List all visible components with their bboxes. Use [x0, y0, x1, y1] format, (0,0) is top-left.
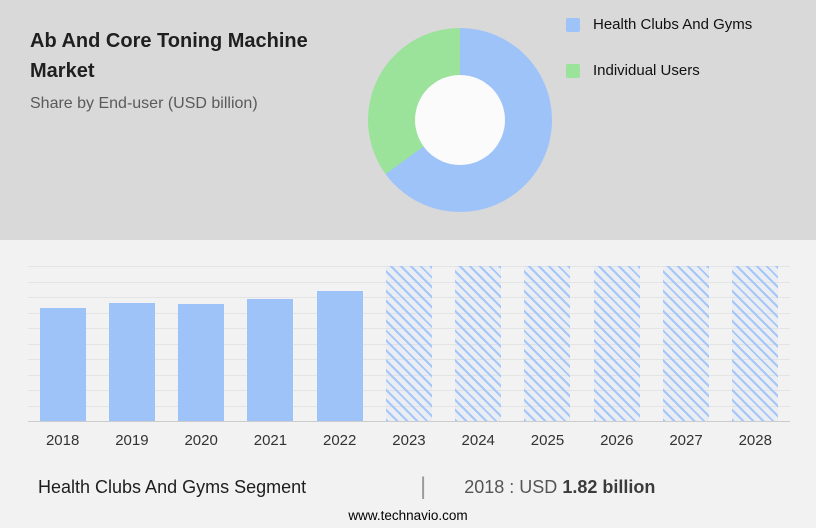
separator: |: [420, 473, 427, 500]
bar-slot: [236, 266, 305, 421]
legend-swatch-icon: [566, 64, 580, 78]
x-axis-label: 2019: [115, 432, 149, 449]
segment-value: 2018 : USD 1.82 billion: [464, 477, 655, 498]
footer-url: www.technavio.com: [348, 508, 468, 523]
value-prefix: 2018 : USD: [464, 476, 558, 497]
value-bold: 1.82 billion: [562, 476, 656, 497]
bar-slot: [167, 266, 236, 421]
summary-row: Health Clubs And Gyms Segment | 2018 : U…: [38, 473, 778, 501]
value-bar: [108, 303, 155, 421]
value-bar: [178, 304, 225, 421]
bar-slot: [582, 266, 651, 421]
bars: [28, 266, 790, 421]
bar-slot: [28, 266, 97, 421]
x-axis-label: 2024: [461, 432, 495, 449]
x-axis-label: 2027: [669, 432, 703, 449]
page-subtitle: Share by End-user (USD billion): [30, 95, 258, 112]
forecast-bar: [732, 266, 779, 421]
x-axis-label: 2026: [600, 432, 634, 449]
forecast-bar: [455, 266, 502, 421]
bar-slot: [721, 266, 790, 421]
page-title: Ab And Core Toning Machine Market: [30, 30, 308, 82]
legend-item: Individual Users: [566, 62, 752, 79]
legend: Health Clubs And Gyms Individual Users: [566, 16, 752, 108]
forecast-bar: [663, 266, 710, 421]
bar-chart-plot: [28, 266, 790, 422]
bar-slot: [374, 266, 443, 421]
bar-slot: [97, 266, 166, 421]
x-axis-label: 2020: [184, 432, 218, 449]
forecast-bar: [524, 266, 571, 421]
segment-label: Health Clubs And Gyms Segment: [38, 476, 307, 497]
forecast-bar: [593, 266, 640, 421]
value-bar: [247, 298, 294, 421]
donut-chart: [368, 28, 552, 212]
x-axis: 2018 2019 2020 2021 2022 2023 2024 2025 2026 2027…: [28, 432, 790, 449]
donut-hole: [415, 75, 505, 165]
forecast-bar: [385, 266, 432, 421]
x-axis-label: 2021: [253, 432, 288, 449]
value-bar: [39, 308, 86, 421]
x-axis-label: 2028: [738, 432, 772, 449]
x-axis-label: 2018: [45, 432, 80, 449]
legend-label: Individual Users: [593, 62, 700, 79]
bar-slot: [305, 266, 374, 421]
bar-chart-section: 2018 2019 2020 2021 2022 2023 2024 2025 2026 2027…: [0, 240, 816, 528]
legend-swatch-icon: [566, 18, 580, 32]
bar-slot: [651, 266, 720, 421]
x-axis-label: 2022: [323, 432, 357, 449]
bar-slot: [444, 266, 513, 421]
bar-slot: [513, 266, 582, 421]
value-bar: [316, 290, 363, 421]
x-axis-label: 2025: [530, 432, 565, 449]
x-axis-label: 2023: [392, 432, 426, 449]
legend-item: Health Clubs And Gyms: [566, 16, 752, 33]
title-block: Ab And Core Toning Machine Market Share …: [30, 26, 345, 115]
header-section: Ab And Core Toning Machine Market Share …: [0, 0, 816, 240]
legend-label: Health Clubs And Gyms: [593, 16, 753, 33]
